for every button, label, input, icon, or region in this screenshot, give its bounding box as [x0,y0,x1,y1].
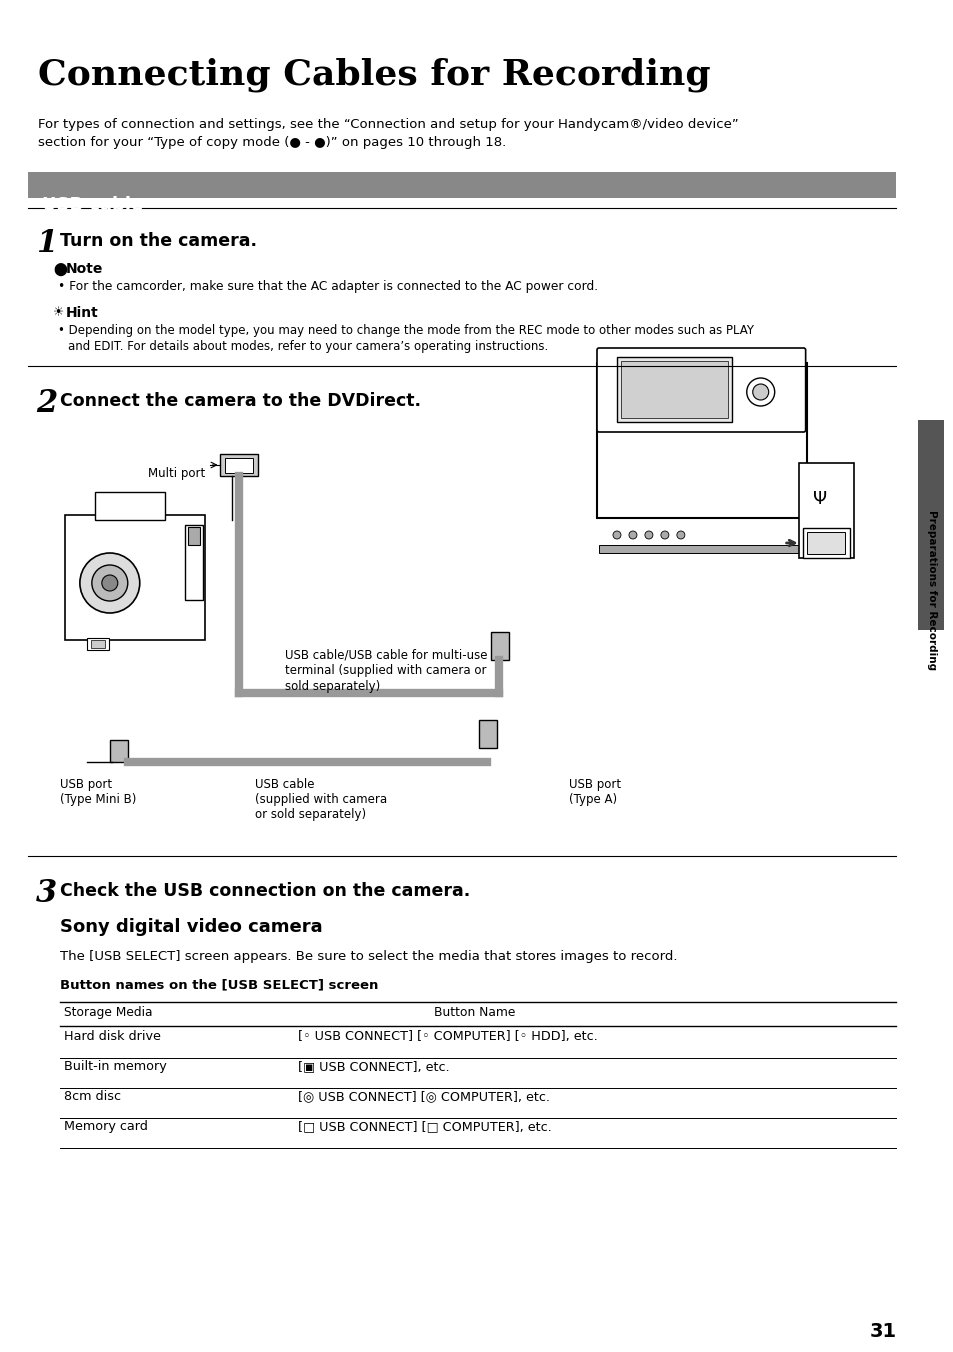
Bar [617,357,731,422]
Text: Memory card: Memory card [64,1119,148,1133]
Text: Storage Media: Storage Media [64,1006,152,1019]
Text: Sony digital video camera: Sony digital video camera [60,918,322,936]
Text: For types of connection and settings, see the “Connection and setup for your Han: For types of connection and settings, se… [38,118,738,131]
Text: [▣ USB CONNECT], etc.: [▣ USB CONNECT], etc. [298,1060,450,1073]
Text: Connecting Cables for Recording: Connecting Cables for Recording [38,58,710,92]
Bar [598,545,798,553]
Text: Check the USB connection on the camera.: Check the USB connection on the camera. [60,882,470,900]
Text: Built-in memory: Built-in memory [64,1060,167,1073]
Text: Turn on the camera.: Turn on the camera. [60,233,256,250]
Text: Multi port: Multi port [148,466,205,480]
Bar [801,529,849,558]
Bar [91,639,105,648]
Text: sold separately): sold separately) [284,680,379,694]
Circle shape [628,531,637,539]
Bar [491,631,509,660]
Text: [◦ USB CONNECT] [◦ COMPUTER] [◦ HDD], etc.: [◦ USB CONNECT] [◦ COMPUTER] [◦ HDD], et… [298,1030,598,1042]
Circle shape [746,379,774,406]
Text: (supplied with camera: (supplied with camera [254,794,386,806]
Text: USB port: USB port [60,777,112,791]
Text: (Type A): (Type A) [568,794,617,806]
Bar [87,638,109,650]
Bar [224,458,253,473]
Bar [597,362,806,518]
Text: Hard disk drive: Hard disk drive [64,1030,161,1042]
Circle shape [644,531,652,539]
Text: (Type Mini B): (Type Mini B) [60,794,136,806]
Circle shape [102,575,117,591]
Text: 2: 2 [36,388,57,419]
Bar [478,721,497,748]
Text: Button Name: Button Name [434,1006,516,1019]
Text: ☀: ☀ [52,306,64,319]
Bar [65,515,205,639]
Bar [806,531,843,554]
Circle shape [752,384,768,400]
Text: Preparations for Recording: Preparations for Recording [926,510,937,671]
Text: Hint: Hint [66,306,98,320]
Bar [185,525,202,600]
Bar [620,361,727,418]
Bar [798,462,853,558]
Text: USB port: USB port [568,777,620,791]
Text: 31: 31 [868,1322,896,1341]
Text: Note: Note [66,262,103,276]
Text: and EDIT. For details about modes, refer to your camera’s operating instructions: and EDIT. For details about modes, refer… [68,339,548,353]
Text: 1: 1 [36,228,57,260]
Text: USB cable/USB cable for multi-use: USB cable/USB cable for multi-use [284,648,487,661]
Text: • Depending on the model type, you may need to change the mode from the REC mode: • Depending on the model type, you may n… [58,324,753,337]
Text: Connect the camera to the DVDirect.: Connect the camera to the DVDirect. [60,392,420,410]
Bar [219,454,257,476]
Text: ⬤: ⬤ [52,264,67,276]
Text: 3: 3 [36,877,57,909]
Circle shape [613,531,620,539]
Bar [918,420,943,630]
Circle shape [676,531,684,539]
Text: USB cable: USB cable [254,777,314,791]
Bar [28,172,896,197]
Bar [110,740,128,763]
Bar [94,492,165,521]
Text: [□ USB CONNECT] [□ COMPUTER], etc.: [□ USB CONNECT] [□ COMPUTER], etc. [298,1119,552,1133]
Text: terminal (supplied with camera or: terminal (supplied with camera or [284,664,485,677]
Text: section for your “Type of copy mode (● - ●)” on pages 10 through 18.: section for your “Type of copy mode (● -… [38,137,506,149]
Text: or sold separately): or sold separately) [254,808,365,821]
Circle shape [80,553,140,612]
Text: USB cable: USB cable [42,196,143,214]
Text: The [USB SELECT] screen appears. Be sure to select the media that stores images : The [USB SELECT] screen appears. Be sure… [60,950,677,963]
Text: Button names on the [USB SELECT] screen: Button names on the [USB SELECT] screen [60,977,378,991]
FancyBboxPatch shape [597,347,804,433]
Circle shape [91,565,128,602]
Text: [◎ USB CONNECT] [◎ COMPUTER], etc.: [◎ USB CONNECT] [◎ COMPUTER], etc. [298,1090,550,1103]
Circle shape [660,531,668,539]
Text: Ψ: Ψ [812,489,826,508]
Text: 8cm disc: 8cm disc [64,1090,121,1103]
Text: • For the camcorder, make sure that the AC adapter is connected to the AC power : • For the camcorder, make sure that the … [58,280,598,293]
Bar [188,527,199,545]
